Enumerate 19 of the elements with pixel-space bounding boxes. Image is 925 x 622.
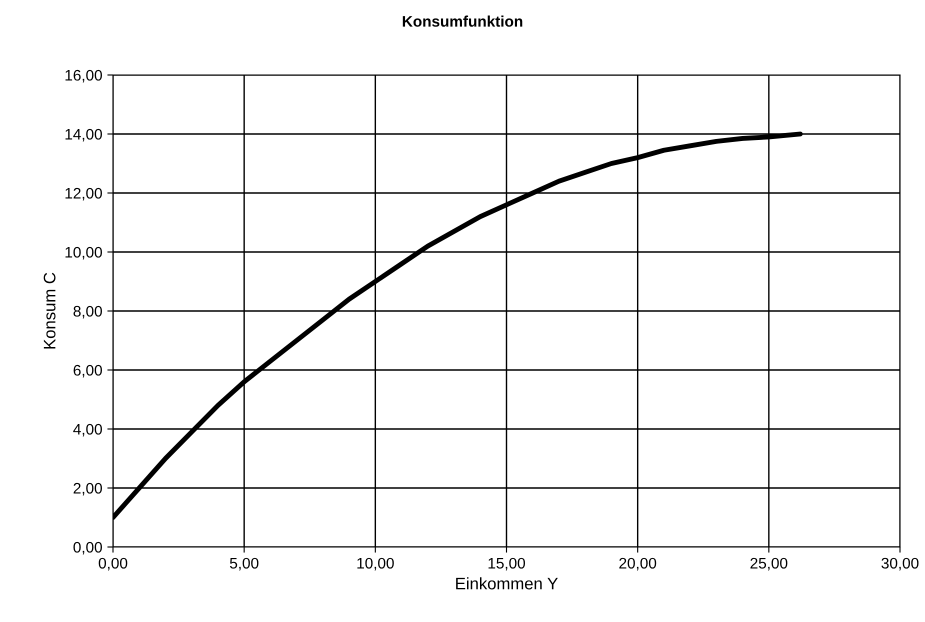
y-tick-label: 8,00 (74, 306, 102, 318)
x-axis-title: Einkommen Y (456, 577, 558, 590)
y-tick-label: 16,00 (66, 70, 102, 82)
x-tick-label: 10,00 (357, 558, 394, 570)
y-tick-label: 6,00 (74, 364, 102, 378)
y-tick-label: 2,00 (74, 482, 102, 496)
x-tick-label: 15,00 (488, 558, 526, 570)
y-tick-label: 12,00 (66, 188, 102, 200)
x-tick-label: 25,00 (750, 558, 788, 570)
y-tick-label: 10,00 (66, 246, 102, 260)
x-tick-label: 20,00 (619, 558, 656, 570)
x-tick-label: 5,00 (230, 558, 258, 570)
x-tick-label: 0,00 (98, 558, 128, 570)
y-tick-label: 0,00 (73, 542, 102, 554)
y-tick-label: 14,00 (66, 128, 102, 142)
chart-title: Konsumfunktion (402, 16, 522, 27)
y-axis-title: Konsum C (44, 272, 56, 349)
y-tick-label: 4,00 (73, 424, 102, 436)
x-tick-label: 30,00 (881, 558, 919, 570)
